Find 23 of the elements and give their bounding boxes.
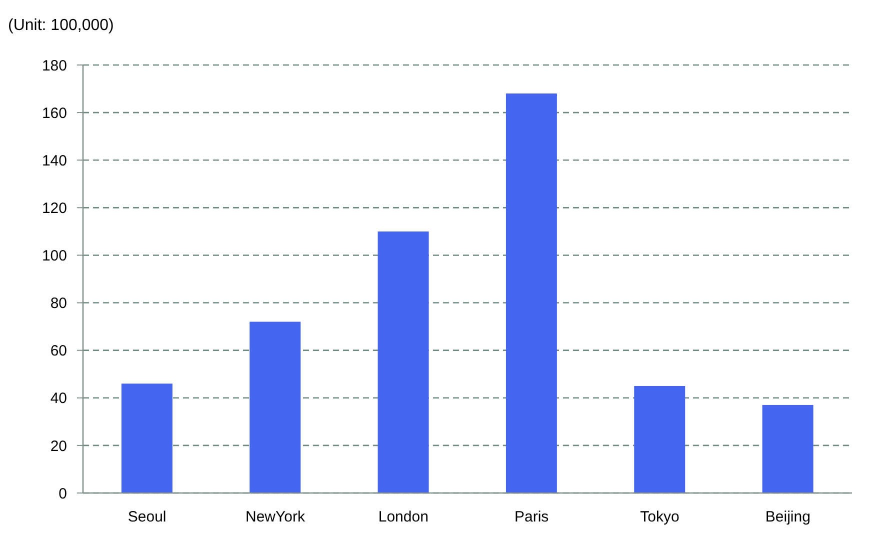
y-tick-label: 80 [50, 295, 67, 312]
bar [378, 231, 429, 493]
bar [250, 322, 301, 493]
bar [506, 94, 557, 493]
y-tick-label: 100 [42, 248, 67, 265]
y-axis-title: (Unit: 100,000) [8, 17, 114, 35]
y-tick-label: 180 [42, 57, 67, 74]
x-tick-label: Tokyo [640, 508, 680, 526]
y-tick-label: 20 [50, 438, 67, 455]
x-tick-label: Seoul [128, 508, 166, 526]
y-tick-label: 60 [50, 342, 67, 360]
y-tick-label: 40 [50, 390, 67, 408]
bar [121, 384, 172, 493]
y-tick-label: 160 [42, 104, 67, 122]
x-tick-label: Beijing [765, 508, 810, 526]
y-tick-label: 0 [58, 485, 67, 502]
x-tick-label: London [378, 508, 428, 526]
y-tick-label: 120 [42, 200, 67, 217]
y-tick-label: 140 [42, 152, 67, 170]
x-tick-label: NewYork [246, 508, 306, 526]
x-tick-label: Paris [514, 508, 549, 526]
bar [762, 405, 814, 493]
bar [634, 386, 686, 493]
